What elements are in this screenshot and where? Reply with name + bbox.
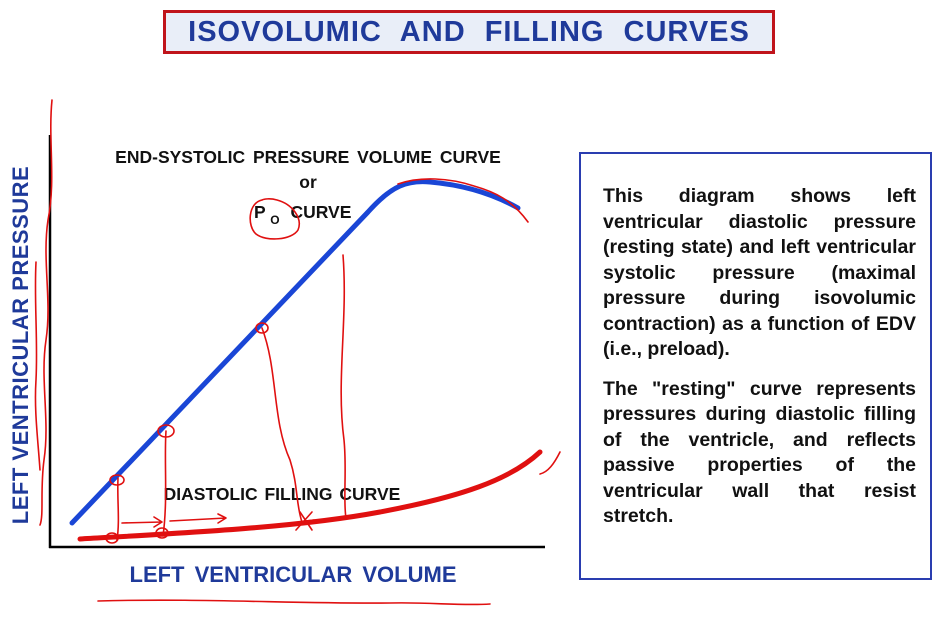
po-point-marker-1	[109, 474, 125, 486]
explanation-paragraph-2: The "resting" curve represents pressures…	[603, 377, 916, 528]
drop-line-2	[162, 430, 167, 537]
po-point-marker-2	[157, 424, 175, 438]
po-label-main: P	[254, 202, 266, 222]
po-label-suffix: CURVE	[290, 202, 351, 222]
po-curve-top-trace	[397, 178, 529, 223]
drop-line-3	[261, 327, 303, 523]
diastolic-label: DIASTOLIC FILLING CURVE	[164, 484, 401, 504]
y-axis-scribble-2	[34, 261, 41, 471]
diastolic-point-marker-3	[295, 511, 315, 531]
volume-arrow-1	[121, 516, 163, 528]
po-annotation-circle	[249, 198, 300, 240]
y-axis-label: LEFT VENTRICULAR PRESSURE	[8, 166, 33, 524]
page-title: ISOVOLUMIC AND FILLING CURVES	[188, 15, 750, 48]
end-systolic-curve	[69, 179, 521, 526]
end-systolic-label: END-SYSTOLIC PRESSURE VOLUME CURVE	[115, 147, 501, 167]
po-label-subscript: O	[270, 213, 279, 227]
explanation-paragraph-1: This diagram shows left ventricular dias…	[603, 185, 916, 360]
drop-line-4	[340, 254, 347, 519]
po-label: P O CURVE	[254, 202, 351, 228]
diastolic-point-marker-2	[155, 527, 169, 539]
drop-line-1	[116, 477, 120, 541]
y-axis-scribble	[39, 99, 53, 526]
x-label-underline	[97, 599, 491, 606]
x-axis-label: LEFT VENTRICULAR VOLUME	[130, 562, 457, 587]
title-banner: ISOVOLUMIC AND FILLING CURVES	[163, 10, 775, 54]
diastolic-filling-curve	[77, 449, 543, 542]
explanation-box: This diagram shows left ventricular dias…	[579, 152, 932, 580]
diastolic-end-trace	[539, 451, 561, 475]
diastolic-point-marker-1	[105, 532, 119, 544]
end-systolic-label-or: or	[299, 172, 317, 192]
po-point-marker-3	[255, 322, 269, 334]
volume-arrow-2	[169, 513, 227, 524]
